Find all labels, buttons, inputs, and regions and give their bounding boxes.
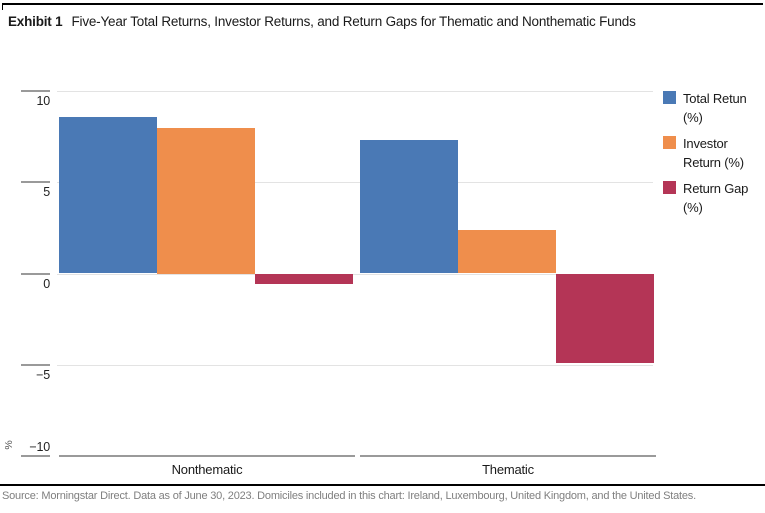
header-rule — [2, 3, 763, 10]
y-axis-label-y5: 5 — [43, 185, 50, 200]
exhibit-title-row: Exhibit 1 Five-Year Total Returns, Invest… — [8, 14, 636, 29]
gridline-y0 — [57, 273, 653, 275]
total-return-swatch — [663, 91, 676, 104]
category-label-nonthematic: Nonthematic — [171, 462, 243, 477]
legend-label-return-gap: Return Gap (%) — [683, 181, 749, 215]
bar-thematic-investor-return — [458, 229, 556, 274]
chart-legend: Total Retun (%) Investor Return (%) Retu… — [663, 89, 765, 217]
source-note: Source: Morningstar Direct. Data as of J… — [2, 490, 696, 502]
gridline-y5 — [57, 182, 653, 184]
legend-label-total-return: Total Retun (%) — [683, 91, 747, 125]
y-axis-tick-y10 — [21, 90, 50, 92]
legend-item-investor-return: Investor Return (%) — [663, 134, 765, 172]
x-axis-line-thematic — [360, 455, 656, 457]
y-axis-label-y-10: −10 — [29, 440, 50, 454]
bar-thematic-return-gap — [556, 273, 654, 363]
bar-nonthematic-return-gap — [255, 273, 353, 285]
bar-nonthematic-total-retun — [59, 116, 157, 274]
y-axis-label-y-5: −5 — [36, 367, 50, 382]
investor-return-swatch — [663, 136, 676, 149]
footer-rule — [0, 484, 765, 486]
y-axis-tick-y0 — [21, 272, 50, 275]
return-gap-swatch — [663, 181, 676, 194]
legend-label-investor-return: Investor Return (%) — [683, 136, 744, 170]
bar-thematic-total-retun — [360, 140, 458, 274]
category-label-thematic: Thematic — [482, 462, 534, 477]
bar-nonthematic-investor-return — [157, 127, 255, 274]
y-axis-label-y10: 10 — [36, 94, 50, 108]
chart-title: Five-Year Total Returns, Investor Return… — [71, 14, 636, 29]
legend-item-total-return: Total Retun (%) — [663, 89, 765, 127]
x-axis-line-nonthematic — [59, 455, 355, 457]
exhibit-label: Exhibit 1 — [8, 14, 63, 29]
y-axis-tick-y5 — [21, 181, 50, 184]
legend-item-return-gap: Return Gap (%) — [663, 179, 765, 217]
y-axis-label-y0: 0 — [43, 276, 50, 291]
y-axis-tick-y-5 — [21, 363, 50, 366]
gridline-y10 — [57, 91, 653, 92]
y-axis-tick-y-10 — [21, 455, 50, 457]
gridline-y-5 — [57, 364, 653, 366]
